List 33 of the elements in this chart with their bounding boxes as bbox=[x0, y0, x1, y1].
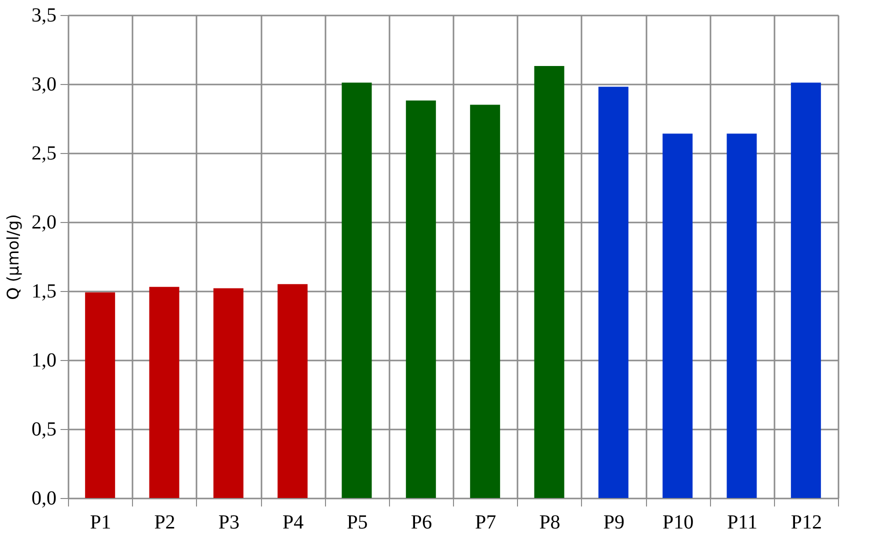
bar bbox=[278, 284, 308, 498]
y-tick-label: 2,5 bbox=[32, 142, 56, 164]
y-tick-label: 3,5 bbox=[32, 4, 56, 26]
x-tick-label: P6 bbox=[410, 512, 432, 534]
bar bbox=[470, 104, 500, 498]
x-tick-label: P9 bbox=[603, 512, 624, 534]
x-tick-label: P3 bbox=[218, 512, 240, 534]
y-tick-label: 3,0 bbox=[32, 74, 56, 96]
bar bbox=[790, 82, 821, 498]
y-axis-title: Q (µmol/g) bbox=[4, 214, 22, 300]
bar bbox=[342, 82, 372, 498]
bar bbox=[534, 66, 564, 498]
x-tick-label: P10 bbox=[662, 512, 694, 534]
y-tick-label: 0,0 bbox=[32, 488, 56, 510]
bar bbox=[406, 100, 436, 498]
x-tick-label: P2 bbox=[154, 512, 176, 534]
bar bbox=[598, 86, 628, 498]
y-tick-label: 2,0 bbox=[32, 212, 56, 234]
bar bbox=[213, 288, 244, 498]
y-tick-label: 0,5 bbox=[32, 418, 56, 440]
bar bbox=[149, 286, 180, 498]
x-tick-label: P1 bbox=[90, 512, 112, 534]
bar bbox=[85, 292, 116, 498]
y-tick-label: 1,5 bbox=[32, 280, 56, 302]
x-tick-label: P7 bbox=[475, 512, 496, 534]
x-tick-label: P8 bbox=[539, 512, 560, 534]
x-tick-label: P12 bbox=[790, 512, 822, 534]
bar bbox=[662, 134, 693, 498]
x-tick-label: P4 bbox=[282, 512, 304, 534]
x-tick-label: P5 bbox=[346, 512, 368, 534]
y-tick-label: 1,0 bbox=[32, 350, 56, 372]
bar bbox=[726, 134, 757, 498]
x-tick-label: P11 bbox=[727, 512, 758, 534]
